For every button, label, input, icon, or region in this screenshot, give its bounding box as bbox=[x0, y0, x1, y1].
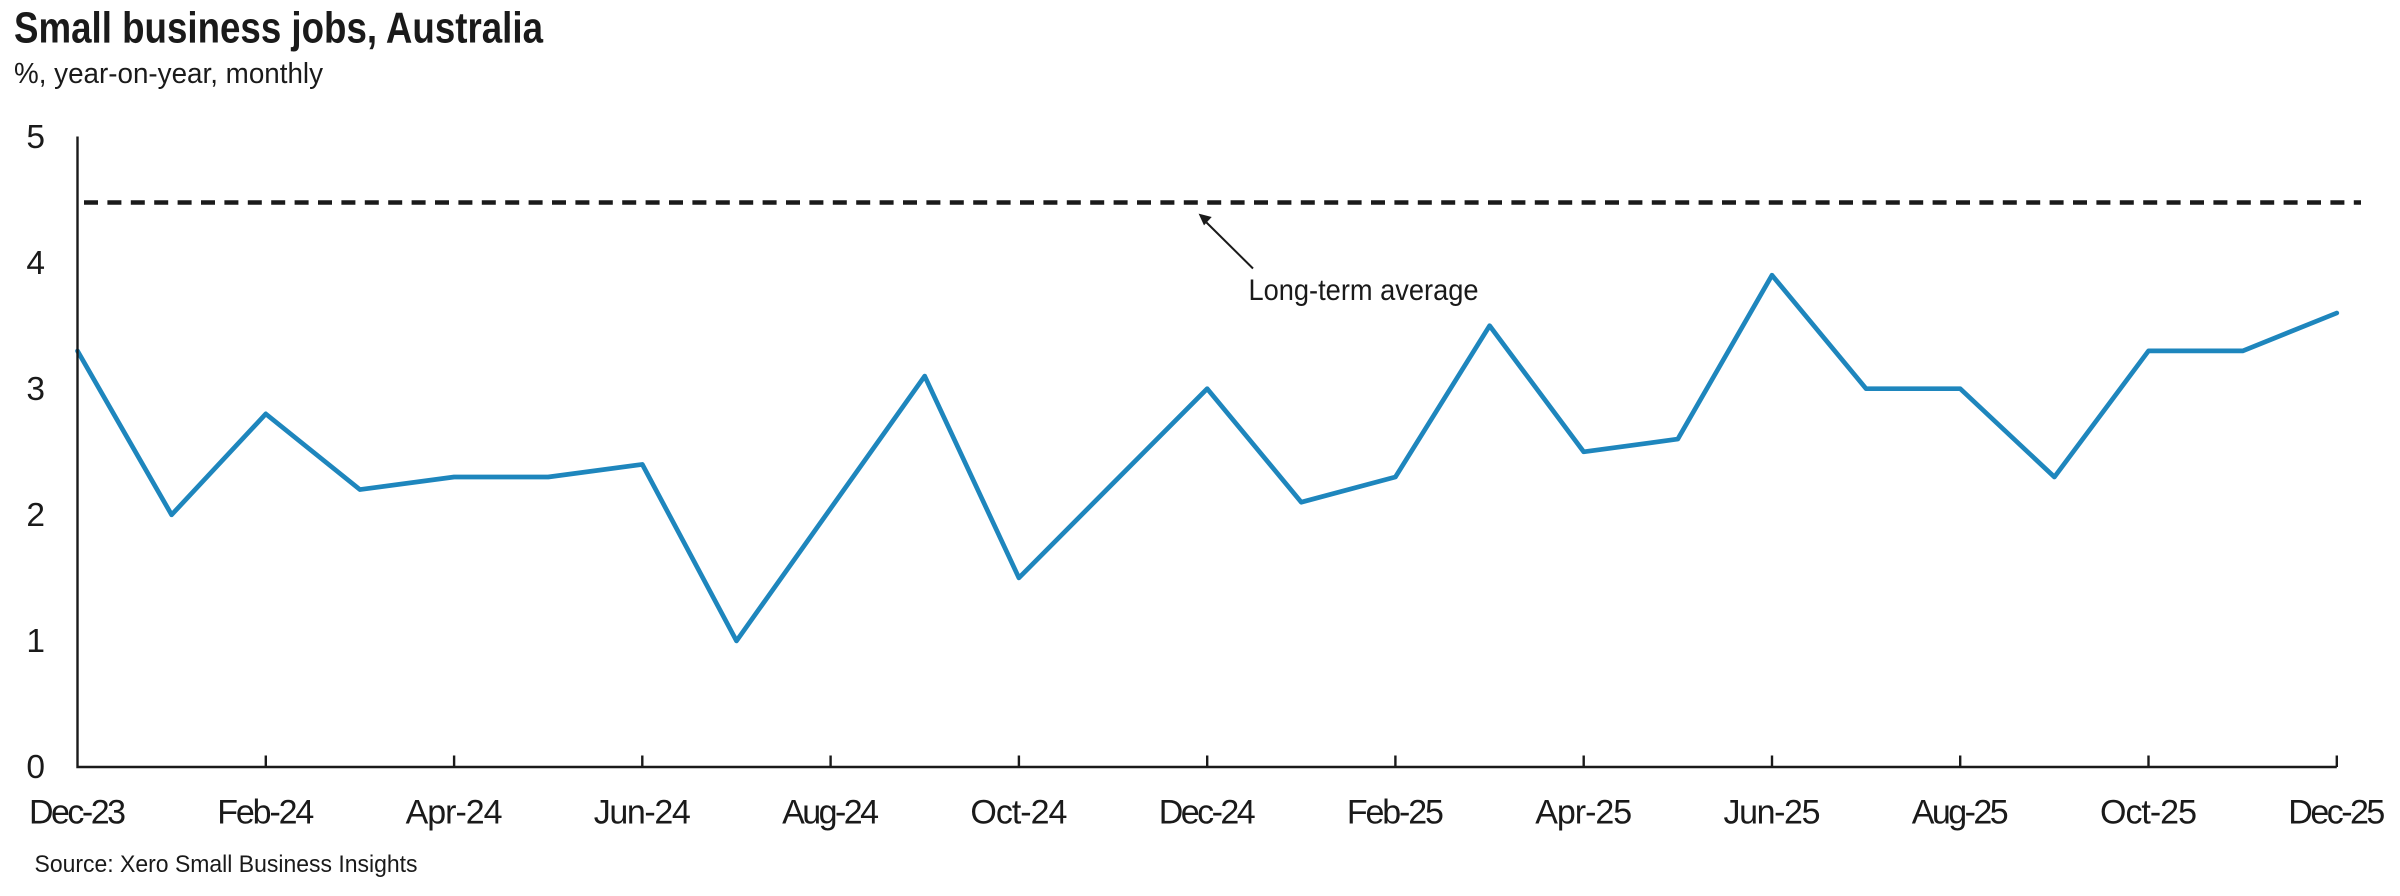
svg-text:0: 0 bbox=[26, 749, 45, 786]
svg-text:Jun-24: Jun-24 bbox=[594, 794, 691, 832]
svg-text:Oct-25: Oct-25 bbox=[2100, 794, 2197, 832]
svg-text:%, year-on-year, monthly: %, year-on-year, monthly bbox=[14, 58, 323, 90]
svg-text:Aug-24: Aug-24 bbox=[782, 794, 879, 832]
svg-text:Dec-24: Dec-24 bbox=[1159, 794, 1256, 832]
svg-text:Source: Xero Small Business In: Source: Xero Small Business Insights bbox=[35, 851, 418, 878]
svg-text:Feb-25: Feb-25 bbox=[1347, 794, 1444, 832]
svg-text:Jun-25: Jun-25 bbox=[1724, 794, 1821, 832]
svg-text:5: 5 bbox=[26, 119, 45, 156]
svg-text:2: 2 bbox=[26, 497, 45, 534]
svg-text:Dec-25: Dec-25 bbox=[2288, 794, 2385, 832]
svg-text:Dec-23: Dec-23 bbox=[29, 794, 126, 832]
svg-text:4: 4 bbox=[26, 245, 45, 282]
svg-text:Apr-25: Apr-25 bbox=[1535, 794, 1632, 832]
svg-text:Long-term average: Long-term average bbox=[1249, 274, 1479, 307]
svg-text:Oct-24: Oct-24 bbox=[970, 794, 1067, 832]
svg-text:3: 3 bbox=[26, 371, 45, 408]
svg-text:Apr-24: Apr-24 bbox=[406, 794, 503, 832]
svg-text:Feb-24: Feb-24 bbox=[217, 794, 314, 832]
svg-text:Aug-25: Aug-25 bbox=[1912, 794, 2009, 832]
svg-text:1: 1 bbox=[26, 623, 45, 660]
svg-text:Small business jobs, Australia: Small business jobs, Australia bbox=[14, 4, 543, 53]
